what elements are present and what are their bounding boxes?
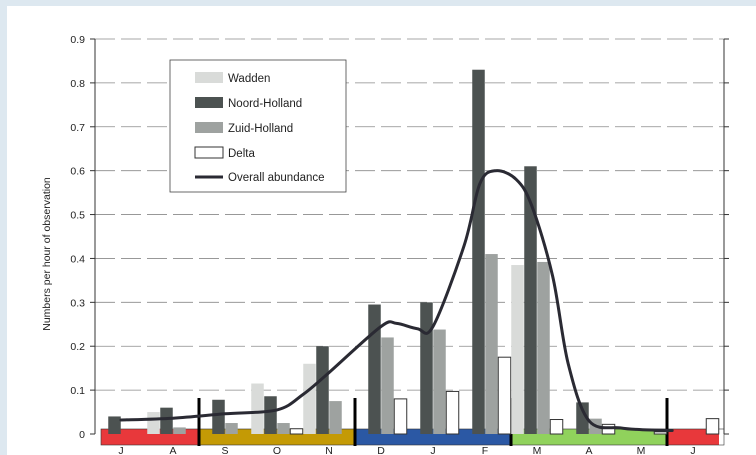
y-tick-label: 0.6 (70, 166, 85, 178)
x-tick-label: M (533, 445, 542, 455)
bar-noord-holland (524, 166, 537, 434)
bar-wadden (511, 265, 524, 434)
bar-zuid-holland (225, 423, 238, 434)
legend-swatch (195, 97, 223, 108)
bar-zuid-holland (381, 337, 394, 434)
bar-noord-holland (160, 407, 173, 434)
y-tick-label: 0.7 (70, 122, 85, 134)
x-tick-label: J (690, 445, 695, 455)
bar-zuid-holland (277, 423, 290, 434)
legend-label: Zuid-Holland (228, 123, 293, 135)
x-tick-label: D (377, 445, 385, 455)
legend-label: Delta (228, 148, 255, 160)
bar-zuid-holland (537, 261, 550, 434)
bars (108, 69, 720, 435)
season-band (199, 429, 355, 445)
x-tick-label: M (637, 445, 646, 455)
bar-noord-holland (316, 346, 329, 434)
x-tick-label: F (482, 445, 488, 455)
abundance-line-layer (119, 169, 674, 432)
season-bands (100, 398, 725, 446)
season-band-outline (100, 428, 725, 446)
bar-wadden (303, 363, 316, 434)
bar-zuid-holland (173, 427, 186, 434)
bar-delta (445, 390, 460, 435)
y-tick-label: 0 (79, 429, 85, 441)
bar-noord-holland (368, 304, 381, 434)
bar-noord-holland (212, 399, 225, 434)
bar-zuid-holland (485, 254, 498, 434)
x-tick-label: N (325, 445, 333, 455)
y-tick-label: 0.3 (70, 297, 85, 309)
bar-noord-holland (472, 69, 485, 434)
bar-delta (705, 418, 720, 435)
y-axis-label: Numbers per hour of observation (41, 177, 53, 331)
y-tick-label: 0.9 (70, 34, 85, 46)
legend-label: Overall abundance (228, 172, 325, 184)
x-tick-label: S (221, 445, 228, 455)
bar-delta (497, 356, 512, 435)
bar-noord-holland (576, 402, 589, 434)
bar-noord-holland (420, 302, 433, 434)
bar-noord-holland (108, 416, 121, 434)
bar-delta (393, 398, 408, 435)
legend-swatch (195, 72, 223, 83)
y-tick-label: 0.1 (70, 385, 85, 397)
x-tick-label: O (273, 445, 281, 455)
legend-label: Noord-Holland (228, 98, 302, 110)
y-tick-label: 0.5 (70, 210, 85, 222)
x-tick-label: A (585, 445, 592, 455)
chart-figure: 0 0.1 0.2 0.3 0.4 0.5 0.6 0.7 0.8 0.9 J A S O N D J F M A M J… (7, 6, 756, 455)
bar-delta (289, 428, 304, 435)
legend: Wadden Noord-Holland Zuid-Holland Delta Over… (169, 59, 347, 193)
overall-abundance-line (119, 169, 674, 432)
y-tick-label: 0.4 (70, 253, 85, 265)
x-tick-label: A (169, 445, 176, 455)
legend-swatch (195, 122, 223, 133)
bar-wadden (251, 383, 264, 434)
bar-delta (653, 431, 668, 435)
legend-swatch (194, 146, 224, 159)
bar-noord-holland (264, 396, 277, 434)
abundance-chart: 0 0.1 0.2 0.3 0.4 0.5 0.6 0.7 0.8 0.9 J A S O N D J F M A M J… (41, 34, 729, 455)
legend-label: Wadden (228, 73, 270, 85)
axes: 0 0.1 0.2 0.3 0.4 0.5 0.6 0.7 0.8 0.9 J A S O N D J F M A M J (70, 34, 729, 455)
bar-wadden (147, 412, 160, 434)
x-tick-label: J (118, 445, 123, 455)
bar-zuid-holland (433, 329, 446, 434)
bar-zuid-holland (329, 401, 342, 434)
y-tick-label: 0.2 (70, 341, 85, 353)
bar-delta (549, 419, 564, 435)
x-tick-label: J (430, 445, 435, 455)
y-tick-label: 0.8 (70, 78, 85, 90)
